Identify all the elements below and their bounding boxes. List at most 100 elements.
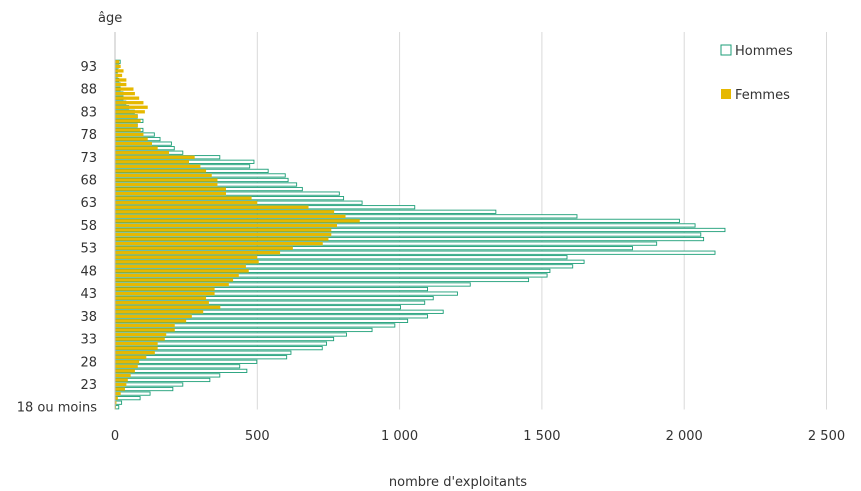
bar-femmes — [115, 214, 346, 218]
bar-femmes — [115, 337, 165, 341]
bar-femmes — [115, 60, 120, 64]
bar-femmes — [115, 355, 147, 359]
bar-femmes — [115, 164, 201, 168]
y-tick-label: 93 — [80, 60, 97, 75]
bar-femmes — [115, 360, 140, 364]
y-tick-label: 58 — [80, 219, 97, 234]
bar-femmes — [115, 91, 135, 96]
y-tick-label: 18 ou moins — [17, 401, 97, 416]
bar-femmes — [115, 241, 323, 246]
bar-femmes — [115, 196, 252, 200]
bar-femmes — [115, 105, 148, 109]
bar-femmes — [115, 128, 141, 132]
legend: Hommes Femmes — [720, 44, 793, 103]
bar-femmes — [115, 264, 246, 268]
bar-femmes — [115, 151, 170, 155]
y-axis-title: âge — [98, 11, 122, 26]
bar-femmes — [115, 187, 226, 191]
y-tick-label: 43 — [80, 287, 97, 302]
bar-femmes — [115, 69, 124, 73]
bar-femmes — [115, 178, 218, 182]
bar-femmes — [115, 182, 218, 187]
y-tick-label: 63 — [80, 196, 97, 211]
bar-hommes — [115, 377, 211, 383]
bar-femmes — [115, 64, 121, 68]
bar-femmes — [115, 364, 138, 368]
bar-femmes — [115, 191, 226, 196]
bar-femmes — [115, 301, 209, 305]
bar-femmes — [115, 223, 337, 228]
bar-femmes — [115, 210, 335, 214]
bar-femmes — [115, 346, 158, 350]
bar-femmes — [115, 87, 134, 91]
bar-femmes — [115, 201, 258, 205]
bar-femmes — [115, 287, 215, 291]
bar-femmes — [115, 251, 281, 255]
legend-swatch-hommes — [720, 44, 732, 56]
x-tick-label: 0 — [111, 429, 119, 444]
bar-femmes — [115, 328, 175, 332]
x-tick-label: 1 500 — [523, 429, 560, 444]
x-tick-label: 500 — [245, 429, 270, 444]
bar-femmes — [115, 391, 121, 396]
y-tick-label: 38 — [80, 310, 97, 325]
bar-femmes — [115, 205, 309, 209]
legend-swatch-femmes — [721, 89, 731, 99]
x-tick-labels: 0 500 1 000 1 500 2 000 2 500 — [111, 429, 845, 444]
bar-femmes — [115, 296, 207, 300]
bar-femmes — [115, 373, 131, 378]
x-tick-label: 2 000 — [666, 429, 703, 444]
bar-femmes — [115, 232, 332, 237]
bar-femmes — [115, 269, 249, 273]
x-axis-title: nombre d'exploitants — [389, 475, 527, 490]
legend-label-femmes: Femmes — [735, 88, 790, 103]
bar-hommes — [115, 368, 248, 373]
bar-femmes — [115, 314, 192, 318]
bar-femmes — [115, 137, 148, 141]
legend-label-hommes: Hommes — [735, 44, 793, 59]
bar-femmes — [115, 237, 329, 241]
bar-femmes — [115, 282, 229, 287]
bar-femmes — [115, 273, 239, 278]
y-tick-label: 68 — [80, 173, 97, 188]
y-tick-label: 28 — [80, 355, 97, 370]
bar-hommes — [115, 396, 141, 401]
bar-femmes — [115, 114, 138, 118]
y-tick-label: 23 — [80, 378, 97, 393]
bar-femmes — [115, 123, 138, 128]
bar-femmes — [115, 351, 155, 355]
y-tick-label: 83 — [80, 105, 97, 120]
bar-femmes — [115, 332, 167, 337]
x-tick-label: 2 500 — [808, 429, 845, 444]
bar-femmes — [115, 219, 360, 223]
bar-femmes — [115, 341, 158, 346]
bar-femmes — [115, 323, 175, 328]
bar-femmes — [115, 378, 128, 382]
bar-femmes — [115, 396, 118, 400]
bar-femmes — [115, 305, 221, 309]
bar-femmes — [115, 82, 127, 87]
bar-femmes — [115, 78, 127, 82]
bar-femmes — [115, 369, 135, 373]
bar-femmes — [115, 141, 152, 146]
bar-femmes — [115, 110, 145, 114]
bar-femmes — [115, 278, 234, 282]
bar-femmes — [115, 119, 141, 123]
bar-femmes — [115, 382, 127, 387]
x-tick-label: 1 000 — [381, 429, 418, 444]
bar-femmes — [115, 169, 207, 173]
y-tick-labels: 18 ou moins 23 28 33 38 43 48 53 58 63 68 73 78 83 88 9… — [17, 60, 97, 416]
bar-femmes — [115, 387, 125, 391]
y-tick-label: 73 — [80, 151, 97, 166]
bar-femmes — [115, 319, 187, 323]
bar-femmes — [115, 255, 258, 259]
bar-femmes — [115, 228, 332, 232]
bar-femmes — [115, 260, 259, 264]
bar-femmes — [115, 96, 140, 100]
bar-femmes — [115, 160, 189, 164]
y-tick-label: 53 — [80, 242, 97, 257]
bar-femmes — [115, 101, 144, 105]
bar-femmes — [115, 132, 144, 137]
bar-femmes — [115, 155, 195, 159]
